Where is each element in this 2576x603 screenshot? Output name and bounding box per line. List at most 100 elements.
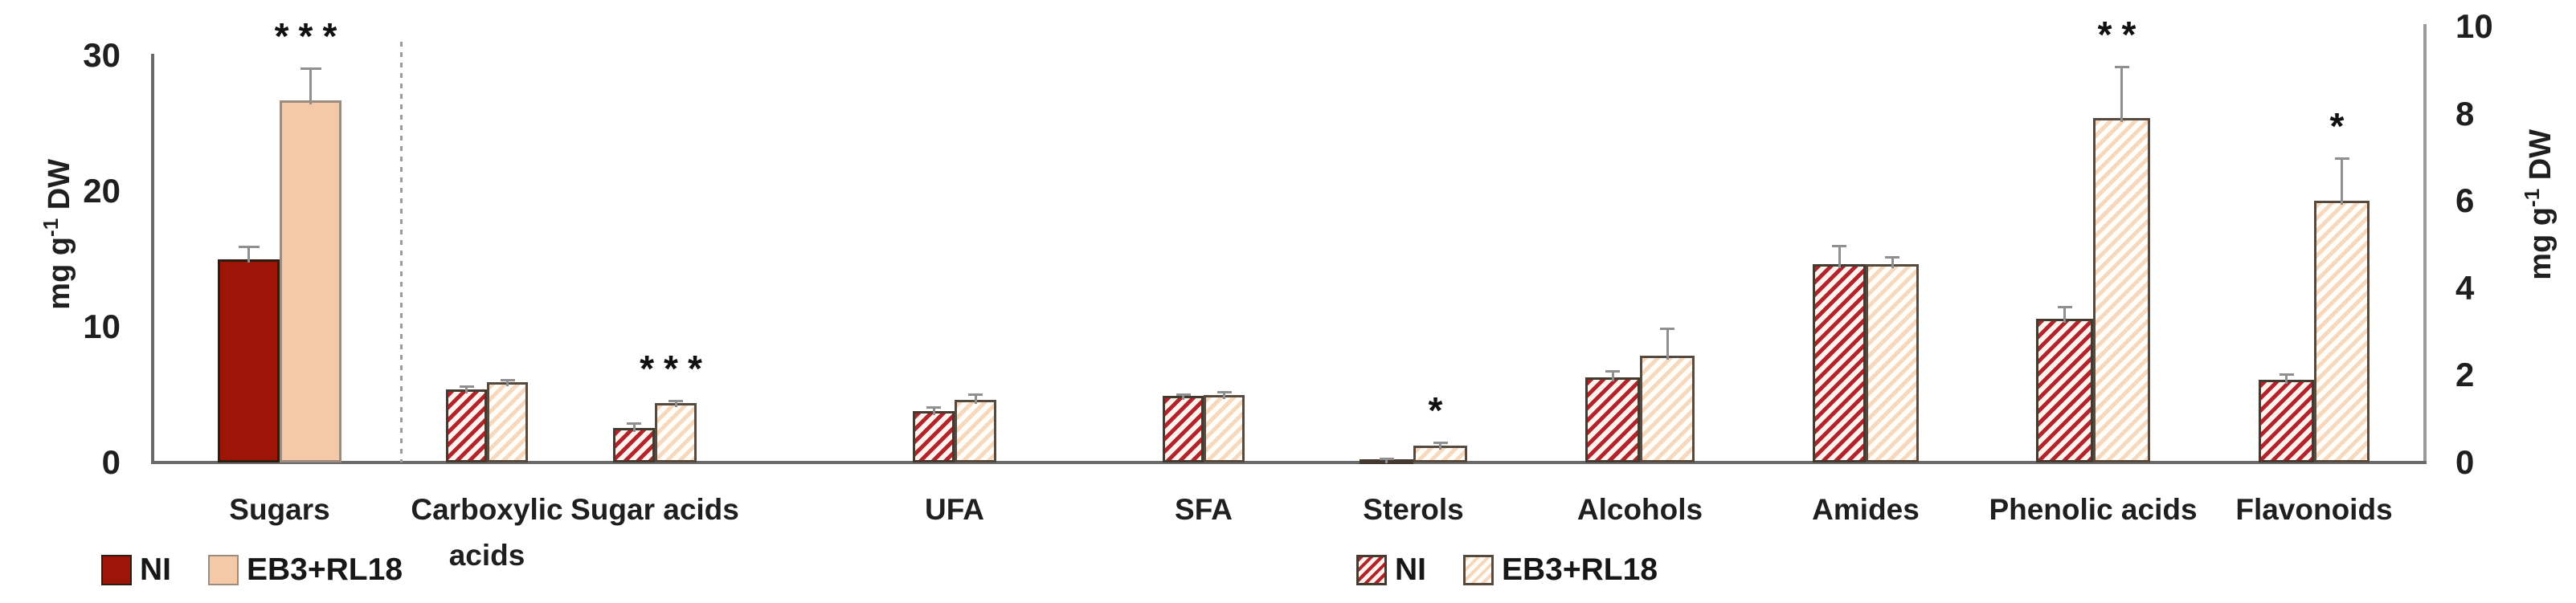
- error-bar-cap-ni-ufa: [926, 406, 941, 409]
- bar-ni-amides: [1813, 263, 1866, 462]
- error-bar-ni-ufa: [932, 406, 935, 415]
- error-bar-cap-eb3rl18-flavonoids: [2334, 157, 2349, 160]
- category-label-flavonoids: Flavonoids: [2169, 487, 2459, 532]
- category-label-line: acids: [448, 539, 525, 572]
- category-label-amides: Amides: [1721, 487, 2010, 532]
- bar-eb3rl18-ufa: [955, 400, 996, 462]
- category-label-line: Sterols: [1363, 493, 1464, 526]
- legend-label: NI: [1395, 552, 1426, 587]
- ni-hatched-swatch-icon: [1356, 555, 1387, 585]
- bar-eb3rl18-amides: [1866, 263, 1919, 462]
- category-label-line: Carboxylic: [411, 493, 563, 526]
- error-bar-eb3rl18-ufa: [974, 393, 977, 405]
- legend-label: EB3+RL18: [1502, 552, 1658, 587]
- bar-eb3rl18-phenolic-acids: [2093, 118, 2150, 462]
- significance-sugar-acids: ***: [640, 348, 712, 390]
- error-bar-eb3rl18-amides: [1891, 256, 1894, 268]
- legend-label: NI: [140, 552, 171, 587]
- axis-divider-dashed-line: [400, 42, 403, 462]
- error-bar-cap-ni-amides: [1832, 244, 1846, 247]
- left-axis-tick-label-20: 20: [83, 172, 121, 210]
- category-label-ufa: UFA: [810, 487, 1099, 532]
- error-bar-cap-eb3rl18-sterols: [1433, 442, 1448, 445]
- error-bar-cap-eb3rl18-carboxylic-acids: [500, 379, 515, 382]
- x-axis-baseline: [151, 461, 2427, 464]
- bar-eb3rl18-sugars: [280, 100, 341, 462]
- error-bar-eb3rl18-sugar-acids: [674, 400, 677, 407]
- legend-item-ni-hatched: NI: [1356, 552, 1426, 588]
- error-bar-cap-ni-sugars: [238, 245, 260, 248]
- bar-ni-flavonoids: [2259, 379, 2314, 462]
- error-bar-cap-ni-sterols: [1379, 458, 1394, 461]
- bar-ni-phenolic-acids: [2036, 318, 2093, 462]
- error-bar-cap-eb3rl18-ufa: [968, 393, 983, 396]
- category-label-line: Alcohols: [1576, 493, 1703, 526]
- error-bar-cap-eb3rl18-alcohols: [1660, 327, 1674, 330]
- error-bar-ni-sugars: [247, 245, 250, 263]
- error-bar-ni-sterols: [1385, 458, 1388, 464]
- error-bar-cap-ni-phenolic-acids: [2057, 305, 2072, 308]
- significance-sugars: ***: [274, 15, 347, 58]
- category-label-line: Amides: [1812, 493, 1920, 526]
- error-bar-cap-ni-flavonoids: [2279, 373, 2294, 376]
- error-bar-cap-ni-sugar-acids: [627, 422, 641, 425]
- category-label-line: Sugars: [229, 493, 330, 526]
- significance-flavonoids: *: [2329, 104, 2354, 147]
- error-bar-eb3rl18-flavonoids: [2341, 157, 2343, 206]
- category-label-line: Sugar acids: [570, 493, 739, 526]
- category-label-sterols: Sterols: [1269, 487, 1558, 532]
- error-bar-eb3rl18-sugars: [309, 67, 312, 104]
- bar-eb3rl18-sugar-acids: [655, 402, 697, 462]
- error-bar-eb3rl18-sfa: [1223, 391, 1225, 399]
- right-axis-tick-label-0: 0: [2455, 443, 2475, 481]
- category-label-line: UFA: [925, 493, 984, 526]
- category-label-sugars: Sugars: [135, 487, 424, 532]
- category-label-alcohols: Alcohols: [1495, 487, 1785, 532]
- left-axis-tick-label-0: 0: [101, 443, 121, 481]
- legend-label: EB3+RL18: [247, 552, 403, 587]
- bar-eb3rl18-carboxylic-acids: [487, 381, 528, 462]
- error-bar-eb3rl18-carboxylic-acids: [506, 379, 509, 386]
- error-bar-ni-amides: [1838, 244, 1841, 268]
- error-bar-ni-carboxylic-acids: [465, 385, 468, 393]
- error-bar-cap-ni-alcohols: [1605, 369, 1620, 373]
- error-bar-ni-alcohols: [1611, 369, 1614, 382]
- bar-eb3rl18-sfa: [1204, 394, 1245, 462]
- left-axis-tick-label-10: 10: [83, 308, 121, 345]
- bar-ni-alcohols: [1585, 377, 1640, 462]
- eb3rl18-hatched-swatch-icon: [1463, 555, 1494, 585]
- category-label-line: SFA: [1175, 493, 1233, 526]
- right-axis-tick-label-10: 10: [2455, 7, 2493, 45]
- right-axis-line: [2423, 24, 2427, 464]
- category-label-line: Flavonoids: [2235, 493, 2393, 526]
- error-bar-cap-eb3rl18-sfa: [1216, 391, 1232, 394]
- bar-ni-sugar-acids: [613, 427, 655, 462]
- error-bar-eb3rl18-alcohols: [1666, 327, 1669, 360]
- right-axis-tick-label-2: 2: [2455, 356, 2475, 394]
- legend-left-axis: NI EB3+RL18: [101, 552, 403, 588]
- error-bar-eb3rl18-phenolic-acids: [2120, 65, 2123, 123]
- error-bar-cap-ni-carboxylic-acids: [459, 385, 474, 389]
- bar-ni-carboxylic-acids: [446, 389, 487, 462]
- left-axis-line: [151, 54, 154, 464]
- eb3rl18-solid-swatch-icon: [208, 555, 239, 585]
- category-label-sfa: SFA: [1059, 487, 1348, 532]
- left-axis-tick-label-30: 30: [83, 36, 121, 74]
- error-bar-cap-ni-sfa: [1176, 393, 1191, 397]
- error-bar-cap-eb3rl18-sugar-acids: [669, 400, 683, 403]
- error-bar-cap-eb3rl18-phenolic-acids: [2114, 65, 2129, 68]
- error-bar-ni-sugar-acids: [632, 422, 636, 432]
- category-label-phenolic-acids: Phenolic acids: [1948, 487, 2238, 532]
- category-label-sugar-acids: Sugar acids: [510, 487, 799, 532]
- error-bar-cap-eb3rl18-amides: [1885, 256, 1899, 259]
- left-axis-title-superscript: -1: [39, 218, 63, 237]
- legend-item-eb3rl18-hatched: EB3+RL18: [1463, 552, 1658, 588]
- right-axis-tick-label-4: 4: [2455, 268, 2475, 307]
- right-axis-tick-label-8: 8: [2455, 94, 2475, 132]
- ni-solid-swatch-icon: [101, 555, 132, 585]
- legend-right-axis: NI EB3+RL18: [1356, 552, 1658, 588]
- error-bar-ni-sfa: [1182, 393, 1184, 401]
- error-bar-ni-phenolic-acids: [2063, 305, 2066, 323]
- bar-eb3rl18-alcohols: [1640, 355, 1695, 462]
